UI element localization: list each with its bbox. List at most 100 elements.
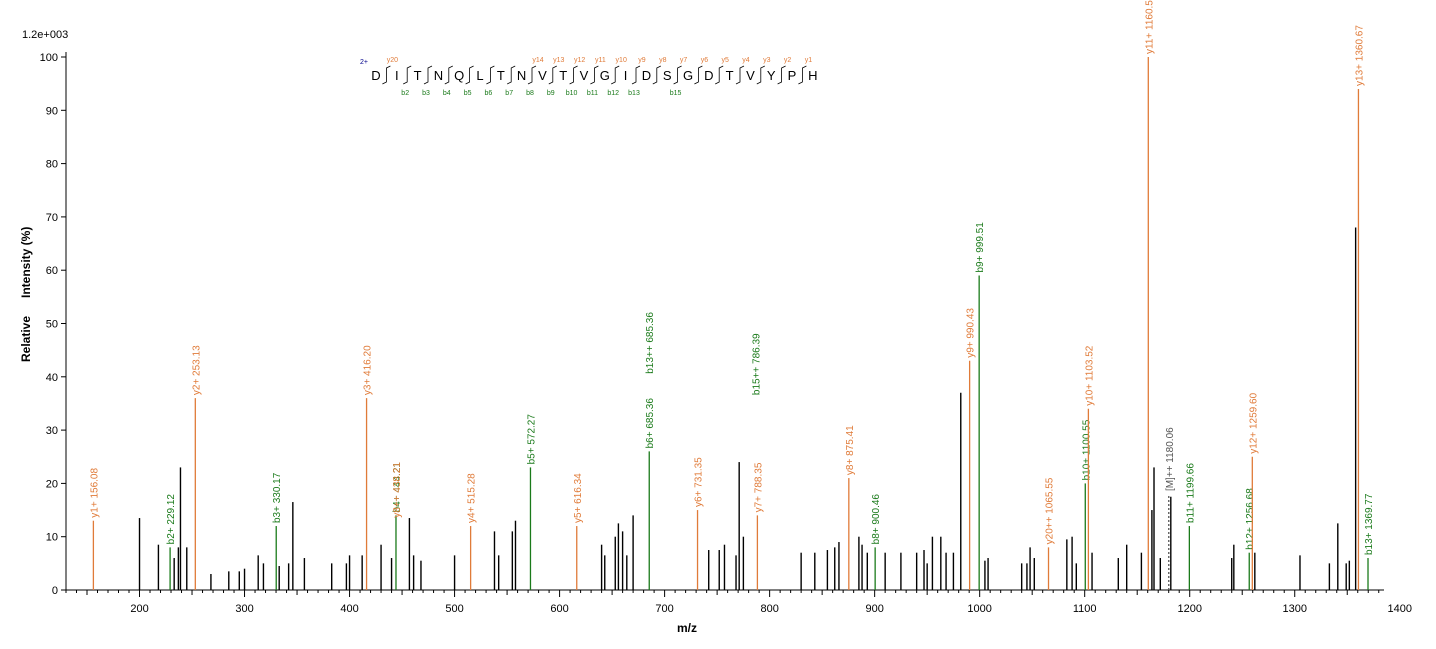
b-ion-marker: b4 [443,90,451,97]
sequence-residue: T [726,68,734,83]
peak-label: y12+ 1259.60 [1248,392,1259,453]
peak-label: [M]++ 1180.06 [1165,427,1176,491]
peak-label-secondary: y8++ 438.21 [392,462,403,518]
b-ion-marker: b12 [607,90,619,97]
sequence-residue: T [497,68,505,83]
y-ion-marker: y12 [574,57,585,64]
sequence-residue: I [395,68,399,83]
fragment-bracket [465,65,474,85]
y-tick-label: 50 [46,319,58,331]
sequence-residue: G [600,68,610,83]
peak-label: b6+ 685.36 [645,398,656,449]
sequence-residue: P [788,68,797,83]
peak-label: y20++ 1065.55 [1045,477,1056,544]
fragment-bracket [403,65,412,85]
fragment-bracket [486,65,495,85]
peak-label: b11+ 1199.66 [1185,463,1196,523]
peak-label: y2+ 253.13 [191,345,202,395]
sequence-residue: T [414,68,422,83]
peak-label: y7+ 788.35 [753,462,764,512]
y-ion-marker: y20 [387,57,398,64]
sequence-residue: N [517,68,526,83]
y-ion-marker: y13 [553,57,564,64]
sequence-residue: V [746,68,755,83]
y-tick-label: 60 [46,265,58,277]
x-tick-label: 700 [655,603,673,615]
y-tick-label: 10 [46,532,58,544]
fragment-bracket [798,65,807,85]
x-axis-label: m/z [677,621,697,635]
peak-label: y8+ 875.41 [845,425,856,475]
y-ion-marker: y4 [742,57,750,64]
unlabeled-peaks [138,227,1357,590]
sequence-residue: I [624,68,628,83]
sequence-residue: Q [454,68,464,83]
y-ion-marker: y10 [616,57,627,64]
y-axis-label-word1: Relative [19,316,33,362]
y-ion-marker: y1 [805,57,813,64]
b-ion-marker: b9 [547,90,555,97]
fragment-bracket [611,65,620,85]
peak-label-secondary: b13++ 685.36 [645,312,656,374]
peak-label: y3+ 416.20 [363,345,374,395]
b-ion-marker: b10 [566,90,578,97]
x-tick-label: 1100 [1073,603,1097,615]
fragment-bracket [673,65,682,85]
peak-label: b12+ 1256.68 [1245,488,1256,550]
y-ion-marker: y2 [784,57,792,64]
fragment-bracket [694,65,703,85]
y-tick-label: 90 [46,105,58,117]
peak-label: y1+ 156.08 [89,468,100,518]
fragment-bracket [715,65,724,85]
sequence-residue: D [704,68,713,83]
x-tick-label: 1200 [1177,603,1201,615]
fragment-bracket [631,65,641,85]
sequence-residue: Y [767,68,776,83]
peak-label: y5+ 616.34 [573,473,584,523]
fragment-bracket [569,65,578,85]
y-ion-marker: y6 [701,57,709,64]
peak-label: b8+ 900.46 [871,494,882,545]
y-ion-marker: y14 [532,57,543,64]
b-ion-marker: b11 [587,90,598,97]
peak-label: y13+ 1360.67 [1354,25,1365,86]
fragment-bracket [735,65,745,85]
peak-label: b4+ 444.21 [392,462,403,513]
sequence-residue: T [559,68,567,83]
b-ion-marker: b8 [526,90,534,97]
y-axis-label-word2: Intensity (%) [19,227,33,298]
y-ion-marker: y3 [763,57,771,64]
peak-label: y4+ 515.28 [467,473,478,523]
fragment-bracket [382,65,391,85]
y-tick-label: 0 [52,585,58,597]
b-ion-marker: b3 [422,90,430,97]
x-tick-label: 300 [235,603,253,615]
b-ion-marker: b7 [505,90,513,97]
x-tick-label: 1400 [1388,603,1412,615]
labeled-peaks: y1+ 156.08 b2+ 229.12 y2+ 253.13 b3+ 330.17… [89,0,1375,590]
y-ion-marker: y5 [721,57,729,64]
y-tick-label: 70 [46,212,58,224]
x-tick-label: 900 [865,603,883,615]
sequence-residue: L [476,68,483,83]
fragment-bracket [548,65,557,85]
peak-label: y11+ 1160.56 [1144,0,1155,54]
sequence-residue: N [434,68,443,83]
peak-label: b5+ 572.27 [526,414,537,465]
peak-label: b10+ 1100.55 [1081,419,1092,480]
intensity-scale-label: 1.2e+003 [22,29,68,41]
y-tick-label: 20 [46,478,58,490]
fragment-bracket [777,65,786,85]
y-ion-marker: y7 [680,57,688,64]
b-ion-marker: b2 [401,90,409,97]
axes: 0 10 20 30 40 50 60 70 80 90 100 200 300 400 500 600 700… [40,52,1412,615]
x-tick-label: 800 [760,603,778,615]
fragment-bracket [652,65,661,85]
fragment-bracket [590,65,599,85]
peak-label: y10+ 1103.52 [1084,345,1095,406]
fragment-bracket [507,65,516,85]
fragment-bracket [527,65,537,85]
y-ion-marker: y9 [638,57,646,64]
peak-label: b9+ 999.51 [975,222,986,273]
